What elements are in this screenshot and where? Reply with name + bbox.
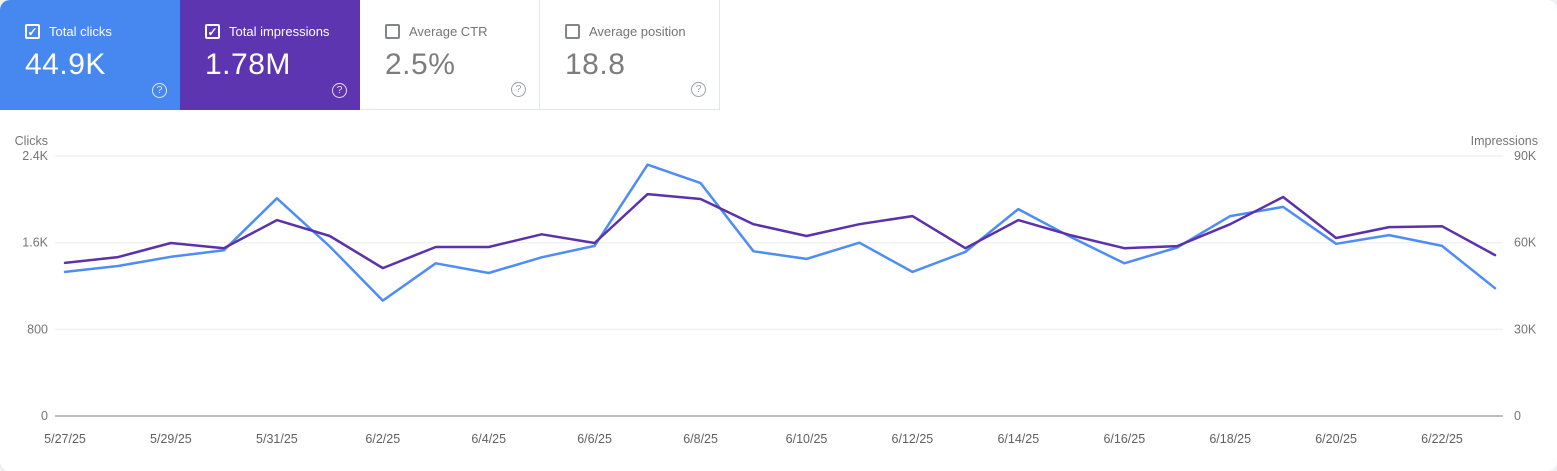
x-axis-tick: 6/8/25: [683, 432, 718, 446]
x-axis-tick: 6/4/25: [471, 432, 506, 446]
x-axis-tick: 6/2/25: [365, 432, 400, 446]
left-axis-tick: 2.4K: [22, 149, 48, 163]
left-axis-title: Clicks: [14, 134, 48, 148]
x-axis-tick: 5/29/25: [150, 432, 192, 446]
x-axis-tick: 5/27/25: [44, 432, 86, 446]
average-position-checkbox[interactable]: [565, 24, 580, 39]
help-icon[interactable]: ?: [152, 83, 167, 98]
total-clicks-checkbox[interactable]: ✓: [25, 24, 40, 39]
right-axis-title: Impressions: [1470, 134, 1538, 148]
card-checkbox-row: ✓ Total clicks: [25, 24, 180, 39]
metric-card-average-position[interactable]: Average position 18.8 ?: [540, 0, 720, 110]
x-axis-tick: 5/31/25: [256, 432, 298, 446]
metric-card-average-ctr[interactable]: Average CTR 2.5% ?: [360, 0, 540, 110]
right-axis-tick: 30K: [1514, 322, 1537, 336]
card-label: Total impressions: [229, 24, 330, 39]
x-axis-tick: 6/6/25: [577, 432, 612, 446]
left-axis-tick: 0: [41, 409, 48, 423]
card-label: Average CTR: [409, 24, 488, 39]
average-ctr-checkbox[interactable]: [385, 24, 400, 39]
total-impressions-line: [63, 192, 1497, 270]
x-axis-tick: 6/18/25: [1209, 432, 1251, 446]
card-label: Average position: [589, 24, 686, 39]
checkmark-icon: ✓: [27, 24, 38, 39]
metric-card-total-clicks[interactable]: ✓ Total clicks 44.9K ?: [0, 0, 180, 110]
x-axis-tick: 6/22/25: [1421, 432, 1463, 446]
metric-cards-row: ✓ Total clicks 44.9K ? ✓ Total impressio…: [0, 0, 720, 110]
help-icon[interactable]: ?: [332, 83, 347, 98]
card-value: 44.9K: [25, 48, 106, 81]
card-value: 18.8: [565, 48, 626, 81]
help-icon[interactable]: ?: [691, 82, 706, 97]
x-axis-tick: 6/20/25: [1315, 432, 1357, 446]
x-axis-tick: 6/10/25: [786, 432, 828, 446]
right-axis-tick: 60K: [1514, 236, 1537, 250]
left-axis-tick: 1.6K: [22, 236, 48, 250]
card-label: Total clicks: [49, 24, 112, 39]
x-axis-tick: 6/14/25: [997, 432, 1039, 446]
card-checkbox-row: Average position: [565, 24, 719, 39]
card-checkbox-row: ✓ Total impressions: [205, 24, 360, 39]
help-icon[interactable]: ?: [511, 82, 526, 97]
left-axis-tick: 800: [27, 322, 48, 336]
x-axis-tick: 6/12/25: [892, 432, 934, 446]
right-axis-tick: 90K: [1514, 149, 1537, 163]
metric-card-total-impressions[interactable]: ✓ Total impressions 1.78M ?: [180, 0, 360, 110]
total-impressions-checkbox[interactable]: ✓: [205, 24, 220, 39]
total-clicks-line: [63, 163, 1497, 302]
checkmark-icon: ✓: [207, 24, 218, 39]
card-checkbox-row: Average CTR: [385, 24, 539, 39]
card-value: 2.5%: [385, 48, 456, 81]
card-value: 1.78M: [205, 48, 291, 81]
right-axis-tick: 0: [1514, 409, 1521, 423]
x-axis-tick: 6/16/25: [1103, 432, 1145, 446]
